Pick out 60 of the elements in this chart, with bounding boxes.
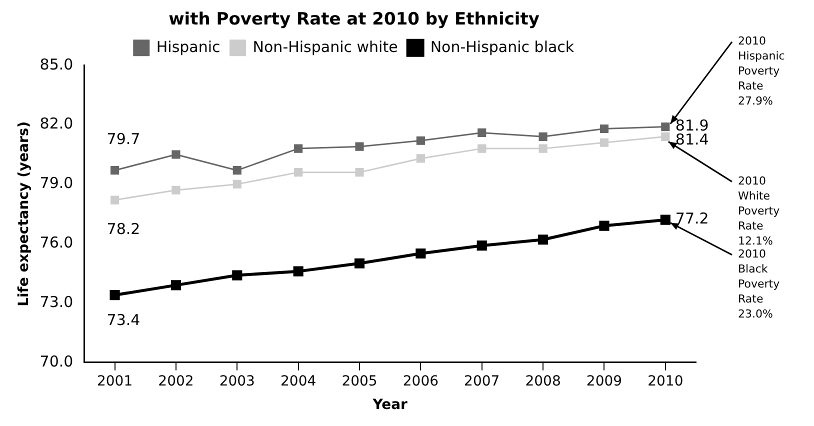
- annotation: 2010 Black Poverty Rate 23.0%: [738, 248, 780, 321]
- point: [478, 128, 486, 138]
- data-label: 73.4: [106, 310, 140, 329]
- point: [416, 248, 426, 259]
- y-axis-title: Life expectancy (years): [16, 121, 32, 306]
- point: [354, 258, 365, 268]
- x-axis-title: Year: [372, 397, 408, 414]
- data-label: 77.2: [675, 210, 709, 228]
- x-tick-label: 2008: [525, 373, 561, 390]
- point: [294, 168, 303, 177]
- y-tick-label: 70.0: [40, 352, 74, 370]
- legend-label: Hispanic: [156, 38, 220, 56]
- point: [599, 220, 610, 231]
- point: [416, 136, 425, 145]
- point: [232, 270, 242, 280]
- x-tick-label: 2007: [464, 373, 500, 390]
- point: [538, 132, 548, 141]
- y-tick-label: 82.0: [40, 114, 74, 133]
- y-tick-label: 79.0: [40, 174, 74, 192]
- x-tick-label: 2009: [586, 373, 622, 390]
- y-tick-label: 76.0: [40, 233, 74, 252]
- point: [232, 180, 242, 188]
- point: [170, 280, 182, 290]
- annotation: 2010 Hispanic Poverty Rate 27.9%: [738, 34, 785, 108]
- point: [172, 150, 180, 159]
- data-label: 81.4: [675, 130, 709, 149]
- point: [172, 186, 180, 194]
- y-tick-label: 85.0: [40, 55, 74, 74]
- point: [600, 138, 609, 147]
- point: [110, 166, 120, 175]
- x-tick-label: 2006: [402, 373, 439, 390]
- x-tick-label: 2002: [158, 373, 194, 390]
- point: [355, 142, 364, 151]
- legend-label: Non-Hispanic white: [252, 38, 398, 56]
- x-tick-label: 2005: [342, 373, 378, 390]
- legend-label: Non-Hispanic black: [430, 38, 574, 56]
- annotation: 2010 White Poverty Rate 12.1%: [738, 174, 780, 248]
- point: [476, 240, 487, 251]
- point: [538, 144, 548, 153]
- point: [294, 144, 303, 153]
- chart-title: with Poverty Rate at 2010 by Ethnicity: [168, 10, 540, 30]
- data-label: 78.2: [106, 220, 140, 238]
- point: [661, 122, 670, 132]
- point: [661, 132, 670, 141]
- y-tick-label: 73.0: [40, 292, 74, 311]
- point: [232, 166, 242, 175]
- point: [478, 144, 486, 153]
- x-tick-label: 2010: [648, 373, 684, 390]
- point: [293, 266, 304, 276]
- x-tick-label: 2004: [280, 373, 316, 390]
- x-tick-label: 2001: [96, 373, 133, 390]
- point: [355, 168, 364, 177]
- x-tick-label: 2003: [219, 373, 255, 390]
- point: [600, 124, 609, 134]
- point: [416, 154, 425, 163]
- point: [110, 196, 120, 204]
- data-label: 79.7: [106, 130, 140, 148]
- point: [660, 214, 670, 225]
- point: [110, 290, 120, 300]
- point: [538, 234, 548, 245]
